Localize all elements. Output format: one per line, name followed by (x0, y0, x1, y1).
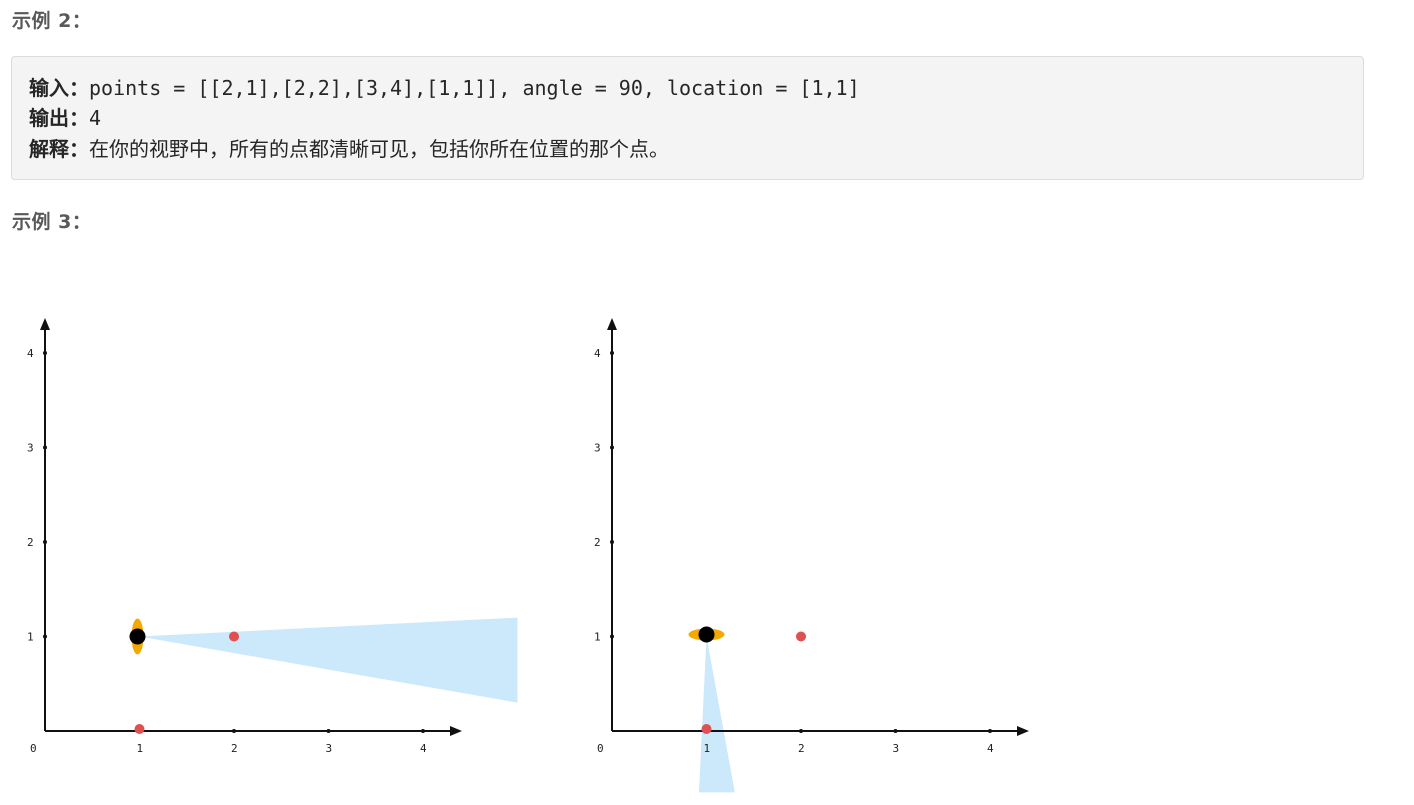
data-point (134, 724, 145, 734)
x-tick-label: 4 (987, 742, 994, 755)
y-axis-arrow (40, 318, 50, 330)
x-tick-label: 0 (30, 742, 37, 755)
x-axis-arrow (450, 726, 462, 736)
x-axis-arrow (1017, 726, 1029, 736)
x-tick-label: 1 (704, 742, 711, 755)
data-point (701, 724, 712, 734)
y-tick-mark (610, 445, 614, 450)
y-tick-label: 3 (594, 442, 601, 455)
output-label: 输出： (29, 106, 89, 130)
x-tick-mark (421, 729, 425, 733)
x-tick-label: 4 (420, 742, 427, 755)
x-tick-mark (326, 729, 331, 733)
plot-2: 0 1 2 3 4 1 2 3 4 (594, 318, 1029, 793)
y-tick-label: 1 (594, 631, 601, 644)
y-tick-label: 2 (27, 536, 34, 549)
y-tick-mark (43, 540, 47, 544)
y-tick-label: 4 (27, 347, 34, 360)
x-tick-label: 3 (893, 742, 900, 755)
input-line: 输入：points = [[2,1],[2,2],[3,4],[1,1]], a… (29, 75, 860, 101)
x-tick-mark (799, 729, 803, 733)
input-label: 输入： (29, 76, 89, 100)
view-cone (698, 636, 735, 793)
y-tick-mark (43, 634, 47, 639)
x-tick-label: 0 (597, 742, 604, 755)
x-tick-mark (893, 729, 898, 733)
data-point (229, 631, 239, 642)
location-point (129, 628, 146, 645)
x-tick-label: 1 (137, 742, 144, 755)
view-cone (139, 617, 518, 703)
y-tick-label: 1 (27, 631, 34, 644)
example2-heading: 示例 2： (12, 10, 92, 32)
x-tick-label: 2 (231, 742, 238, 755)
y-tick-mark (43, 351, 47, 355)
data-point (796, 631, 806, 642)
y-axis-arrow (607, 318, 617, 330)
output-value: 4 (89, 106, 102, 130)
x-tick-label: 2 (798, 742, 805, 755)
output-line: 输出：4 (29, 105, 101, 131)
explain-line: 解释：在你的视野中，所有的点都清晰可见，包括你所在位置的那个点。 (29, 136, 669, 162)
example3-heading: 示例 3： (12, 211, 92, 233)
x-tick-label: 3 (326, 742, 333, 755)
y-tick-mark (610, 540, 614, 544)
explain-value: 在你的视野中，所有的点都清晰可见，包括你所在位置的那个点。 (89, 137, 669, 161)
y-tick-mark (610, 351, 614, 355)
y-tick-mark (43, 445, 47, 450)
location-point (698, 626, 715, 643)
y-tick-label: 4 (594, 347, 601, 360)
input-value: points = [[2,1],[2,2],[3,4],[1,1]], angl… (89, 76, 860, 100)
example2-codebox: 输入：points = [[2,1],[2,2],[3,4],[1,1]], a… (11, 56, 1364, 180)
y-tick-label: 3 (27, 442, 34, 455)
explain-label: 解释： (29, 137, 89, 161)
y-tick-mark (610, 634, 614, 639)
y-tick-label: 2 (594, 536, 601, 549)
x-tick-mark (988, 729, 992, 733)
x-tick-mark (232, 729, 236, 733)
plot-1: 0 1 2 3 4 1 2 3 4 (27, 318, 518, 755)
